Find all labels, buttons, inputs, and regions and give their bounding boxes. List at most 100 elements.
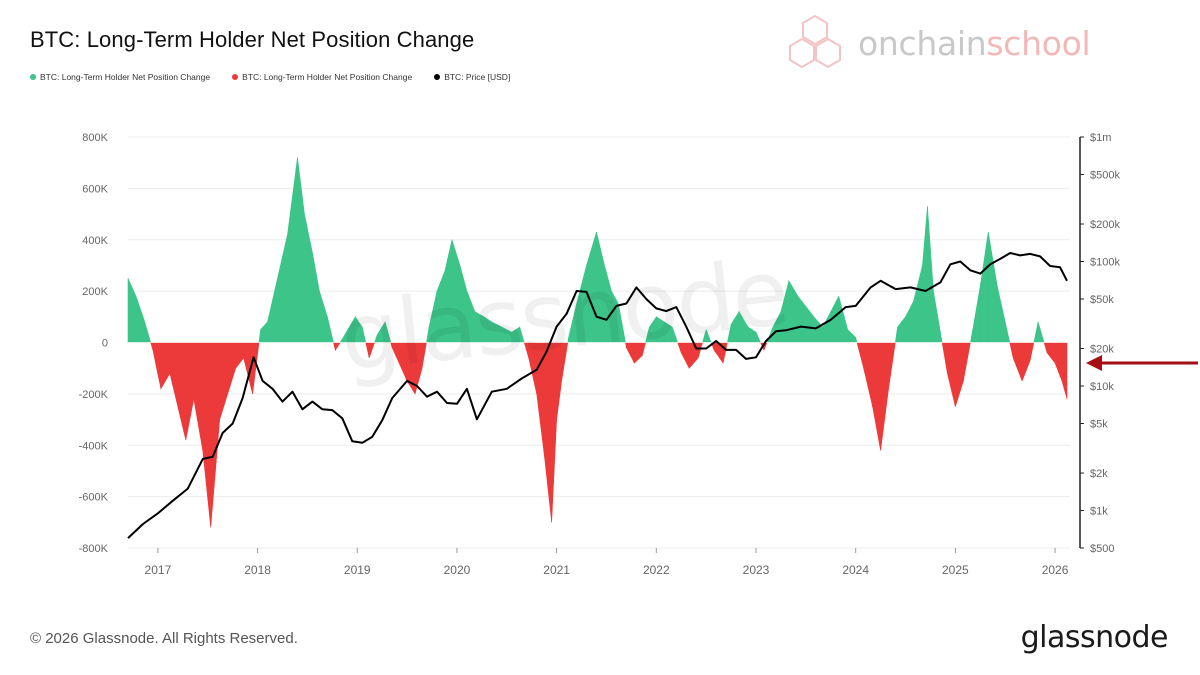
- positive-area-segment: [348, 315, 356, 343]
- positive-area-segment: [474, 311, 485, 343]
- positive-area-segment: [855, 337, 858, 343]
- y-left-tick-label: 200K: [82, 286, 108, 298]
- negative-area-segment: [963, 342, 971, 382]
- legend-label: BTC: Long-Term Holder Net Position Chang…: [40, 72, 211, 82]
- negative-area-segment: [398, 342, 408, 382]
- x-axis: 2017 2018 2019 2020 2021 2022 2023 2024 2025 2026: [145, 548, 1069, 577]
- positive-area-segment: [277, 234, 288, 343]
- negative-area-segment: [872, 342, 881, 451]
- onchainschool-wordmark: onchainschool: [858, 24, 1091, 63]
- negative-area-segment: [169, 342, 179, 407]
- positive-area-segment: [376, 320, 386, 343]
- negative-area-segment: [193, 342, 204, 451]
- chart-title: BTC: Long-Term Holder Net Position Chang…: [30, 27, 475, 52]
- positive-area-segment: [361, 327, 367, 343]
- positive-area-segment: [649, 315, 657, 343]
- negative-area-segment: [235, 342, 244, 370]
- positive-area-segment: [511, 326, 521, 343]
- negative-area-segment: [955, 342, 964, 407]
- negative-area-segment: [523, 342, 530, 358]
- positive-area-segment: [726, 324, 732, 343]
- negative-area-segment: [1021, 342, 1031, 382]
- positive-area-segment: [604, 265, 612, 343]
- y-right-tick-label: $1m: [1090, 132, 1111, 144]
- x-tick-label: 2021: [543, 563, 570, 577]
- positive-area-segment: [143, 319, 152, 343]
- negative-area-segment: [1054, 342, 1063, 382]
- negative-area-segment: [391, 342, 400, 364]
- negative-area-segment: [1012, 342, 1023, 382]
- negative-area-segment: [697, 342, 703, 358]
- positive-area-segment: [483, 316, 493, 343]
- y-right-tick-label: $1k: [1090, 506, 1108, 518]
- negative-area-segment: [1009, 342, 1014, 358]
- legend-item-ltp-positive[interactable]: BTC: Long-Term Holder Net Position Chang…: [30, 72, 210, 82]
- positive-area-segment: [596, 231, 605, 343]
- x-tick-label: 2018: [244, 563, 271, 577]
- negative-area-segment: [863, 342, 873, 407]
- negative-area-segment: [626, 342, 635, 364]
- negative-area-segment: [642, 342, 646, 356]
- positive-area-segment: [894, 327, 898, 343]
- honeycomb-logo-icon: [789, 14, 841, 69]
- y-right-tick-label: $200k: [1090, 219, 1120, 231]
- negative-area-segment: [406, 342, 416, 395]
- negative-area-segment: [880, 342, 889, 451]
- positive-area-segment: [586, 231, 597, 343]
- positive-area-segment: [788, 279, 799, 343]
- positive-area-segment: [940, 332, 943, 343]
- positive-area-segment: [611, 290, 619, 343]
- positive-area-segment: [354, 315, 363, 343]
- positive-area-segment: [838, 296, 849, 343]
- positive-area-segment: [897, 315, 906, 343]
- positive-area-segment: [436, 270, 446, 343]
- y-right-tick-label: $5k: [1090, 418, 1108, 430]
- x-tick-label: 2017: [145, 563, 172, 577]
- price-line: [127, 252, 1068, 539]
- positive-area-segment: [780, 280, 790, 343]
- negative-area-segment: [947, 342, 956, 407]
- y-left-tick-label: -400K: [79, 440, 109, 452]
- negative-area-segment: [551, 342, 557, 523]
- right-axis: $1m $500k $200k $100k $50k $20k $10k $5k $2k $1k $…: [1079, 132, 1120, 555]
- legend-item-ltp-negative[interactable]: BTC: Long-Term Holder Net Position Chang…: [232, 72, 412, 82]
- negative-area-segment: [528, 342, 537, 394]
- positive-area-segment: [260, 321, 268, 343]
- onchainschool-logo: onchainschool: [780, 12, 1110, 76]
- negative-area-segment: [219, 342, 228, 420]
- positive-area-segment: [671, 326, 679, 343]
- negative-area-segment: [421, 342, 427, 369]
- positive-area-segment: [267, 278, 278, 343]
- positive-area-segment: [933, 291, 941, 343]
- positive-area-segment: [466, 291, 476, 343]
- negative-area-segment: [335, 342, 341, 352]
- positive-area-segment: [343, 325, 350, 343]
- negative-area-segment: [368, 342, 375, 359]
- negative-area-segment: [941, 342, 948, 374]
- negative-area-segment: [1061, 342, 1068, 400]
- negative-area-segment: [561, 342, 569, 382]
- y-right-tick-label: $100k: [1090, 257, 1120, 269]
- positive-area-segment: [304, 214, 313, 343]
- positive-area-segment: [913, 265, 923, 343]
- negative-area-segment: [185, 342, 195, 441]
- negative-area-segment: [677, 342, 682, 353]
- chart-legend: BTC: Long-Term Holder Net Position Chang…: [30, 72, 510, 82]
- positive-area-segment: [519, 327, 525, 343]
- positive-area-segment: [813, 316, 824, 343]
- negative-area-segment: [688, 342, 699, 369]
- positive-area-segment: [491, 321, 503, 343]
- legend-item-price[interactable]: BTC: Price [USD]: [434, 72, 510, 82]
- positive-area-segment: [927, 206, 934, 343]
- positive-area-segment: [127, 278, 137, 343]
- negative-area-segment: [634, 342, 643, 364]
- legend-label: BTC: Long-Term Holder Net Position Chang…: [242, 72, 413, 82]
- positive-area-segment: [705, 329, 712, 343]
- positive-area-segment: [312, 252, 320, 343]
- y-right-tick-label: $2k: [1090, 468, 1108, 480]
- negative-area-segment: [150, 342, 154, 351]
- black-dot-icon: [434, 74, 441, 80]
- negative-area-segment: [365, 342, 370, 358]
- negative-area-segment: [722, 342, 728, 364]
